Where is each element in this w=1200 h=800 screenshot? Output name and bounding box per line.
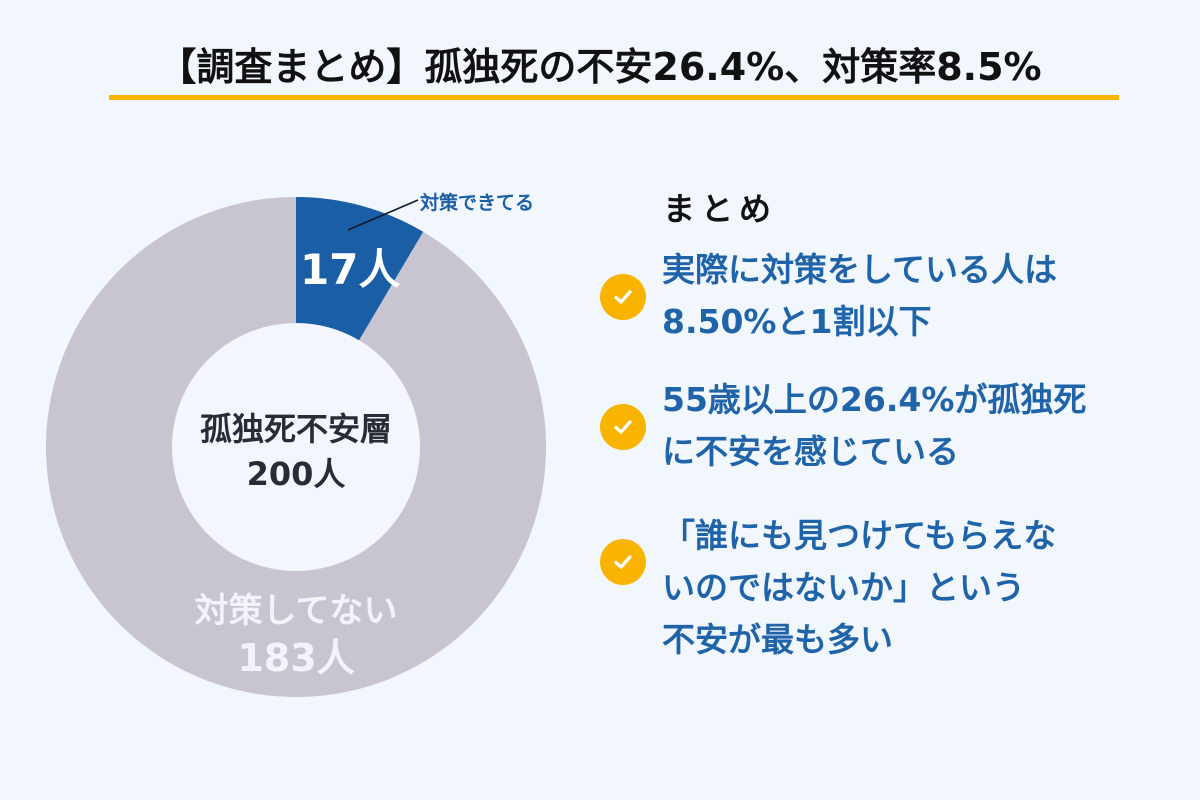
summary-item: 実際に対策をしている人は 8.50%と1割以下	[600, 244, 1160, 354]
summary-text: 実際に対策をしている人は 8.50%と1割以下	[662, 250, 1058, 341]
page-title: 【調査まとめ】孤独死の不安26.4%、対策率8.5%	[158, 45, 1042, 89]
summary-text: 「誰にも見つけてもらえな いのではないか」という 不安が最も多い	[662, 516, 1057, 659]
donut-hole	[172, 323, 420, 571]
segment-value-not-done: 183人	[237, 636, 355, 680]
leader-line	[347, 199, 419, 231]
segment-value-done: 17人	[300, 245, 401, 294]
summary-item: 55歳以上の26.4%が孤独死 に不安を感じている	[600, 374, 1160, 484]
center-label: 孤独死不安層	[199, 410, 392, 448]
summary-text: 55歳以上の26.4%が孤独死 に不安を感じている	[662, 380, 1087, 471]
summary-item: 「誰にも見つけてもらえな いのではないか」という 不安が最も多い	[600, 510, 1160, 670]
title-underline	[109, 95, 1119, 100]
check-circle-icon	[600, 404, 646, 450]
center-value: 200人	[246, 455, 346, 493]
segment-label-not-done: 対策してない	[194, 591, 398, 631]
segment-label-done: 対策できてる	[420, 192, 535, 214]
donut-chart: 対策できてる 17人 孤独死不安層 200人 対策してない 183人	[45, 192, 547, 698]
check-circle-icon	[600, 274, 646, 320]
check-circle-icon	[600, 539, 646, 585]
donut-chart-graphic	[45, 197, 547, 698]
summary-heading: まとめ	[663, 190, 778, 228]
